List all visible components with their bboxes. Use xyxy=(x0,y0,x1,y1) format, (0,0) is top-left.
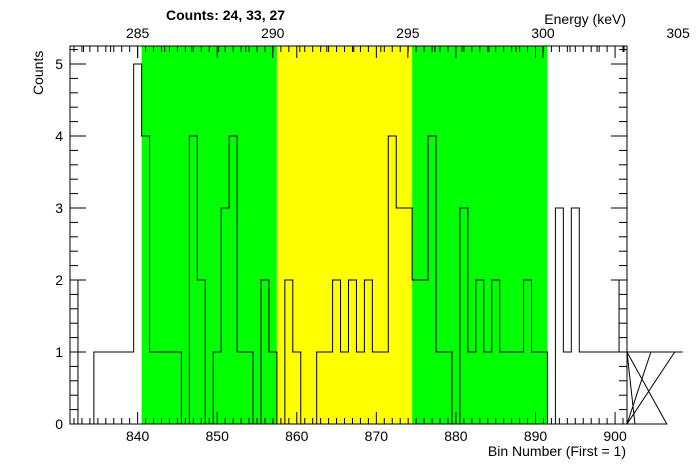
energy-tick-label: 305 xyxy=(666,25,690,41)
y-tick-label: 5 xyxy=(55,56,63,72)
x-tick-label: 840 xyxy=(126,428,150,444)
energy-tick-label: 285 xyxy=(126,25,150,41)
y-tick-label: 2 xyxy=(55,272,63,288)
plot-frame xyxy=(69,45,628,425)
x-tick-label: 880 xyxy=(444,428,468,444)
top-axis-label: Energy (keV) xyxy=(544,11,626,27)
x-tick-label: 890 xyxy=(524,428,548,444)
y-tick-label: 3 xyxy=(55,200,63,216)
energy-tick-label: 290 xyxy=(261,25,285,41)
x-tick-label: 860 xyxy=(285,428,309,444)
energy-tick-label: 300 xyxy=(531,25,555,41)
x-tick-label: 900 xyxy=(603,428,627,444)
region-right-background xyxy=(412,46,548,424)
y-tick-label: 1 xyxy=(55,344,63,360)
histogram-line xyxy=(70,63,683,425)
y-tick-label: 0 xyxy=(55,416,63,432)
region-left-background xyxy=(141,46,277,424)
x-tick-label: 850 xyxy=(206,428,230,444)
region-peak xyxy=(276,46,413,424)
energy-tick-label: 295 xyxy=(396,25,420,41)
chart-title: Counts: 24, 33, 27 xyxy=(166,7,285,23)
y-tick-label: 4 xyxy=(55,128,63,144)
x-axis-label: Bin Number (First = 1) xyxy=(488,443,626,459)
y-axis-label: Counts xyxy=(30,51,46,95)
highlight-regions xyxy=(141,46,548,424)
axis-tick-labels: 840 850 860 870 880 890 900 0 1 2 3 4 5 285 290 295 300 3… xyxy=(55,25,690,444)
x-tick-label: 870 xyxy=(365,428,389,444)
